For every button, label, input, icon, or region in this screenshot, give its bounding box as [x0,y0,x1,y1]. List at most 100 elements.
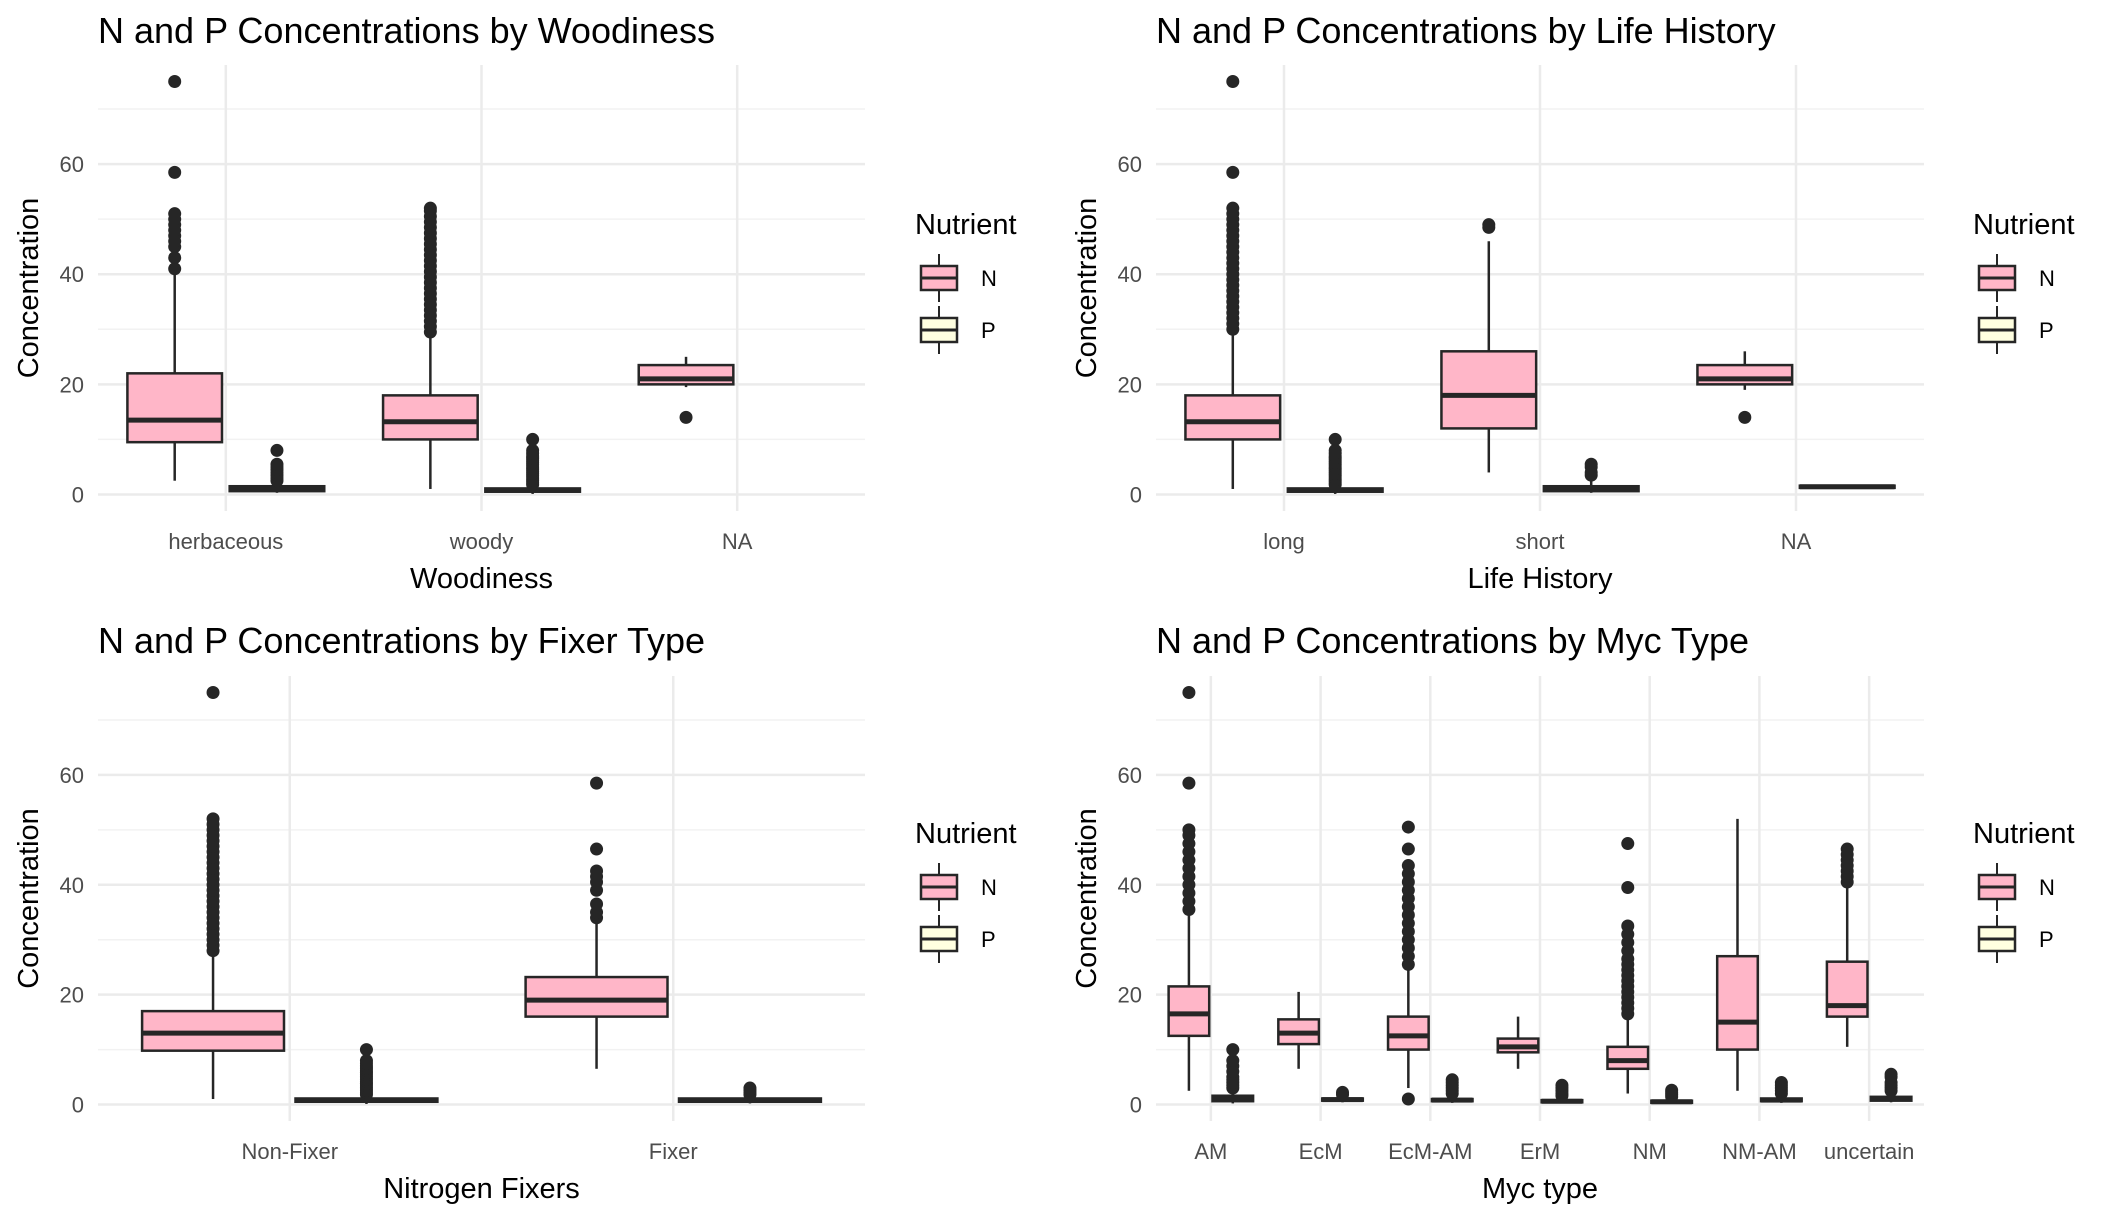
box-uncertain-N [1825,842,1869,1047]
chart-panel-4: 0 20 40 60 AM EcM EcM-AM ErM NM NM-AM uncertain N a… [1071,620,2075,1205]
chart-title: N and P Concentrations by Woodiness [98,10,715,51]
legend-title: Nutrient [1973,818,2075,850]
outlier-point [1226,1054,1240,1068]
legend-title: Nutrient [1973,209,2075,241]
chart-panel-1: 0 20 40 60 herbaceous woody NA N and P Concentr… [13,10,1017,595]
x-tick-label: Fixer [649,1139,698,1164]
x-tick-label: AM [1194,1139,1227,1164]
outlier-point [270,443,284,457]
box-ErM-N [1496,1016,1540,1069]
legend: Nutrient N P [915,818,1017,963]
x-tick-label: NM [1633,1139,1667,1164]
y-tick-label: 40 [1118,873,1142,898]
y-tick-label: 20 [60,372,84,397]
x-tick-label: Non-Fixer [241,1139,338,1164]
box-herbaceous-P [228,443,326,493]
box-body [1184,394,1282,441]
outlier-point [679,410,693,424]
outlier-point [1336,1085,1350,1099]
outlier-point [1226,1043,1240,1057]
outlier-point [168,165,182,179]
box-body [1715,954,1760,1051]
outlier-point [1328,443,1342,457]
y-tick-label: 60 [1118,152,1142,177]
outlier-point [1182,685,1196,699]
outlier-point [359,1054,373,1068]
outlier-point [1884,1067,1898,1081]
box-body [1167,985,1211,1038]
x-axis-title: Woodiness [410,563,553,595]
outlier-point [1226,165,1240,179]
outlier-point [423,201,437,215]
legend-label-P: P [2039,318,2054,343]
outlier-point [526,443,540,457]
x-tick-label: EcM-AM [1388,1139,1472,1164]
legend: Nutrient N P [1973,209,2075,354]
legend-label-N: N [2039,875,2055,900]
outlier-point [1182,776,1196,790]
box-herbaceous-N [126,75,224,481]
box-short-P [1542,457,1640,493]
box-NA-N [637,356,735,424]
chart-panel-3: 0 20 40 60 Non-Fixer Fixer N and P Concentrati… [13,620,1017,1205]
box-Non-Fixer-N [140,685,286,1100]
box-ErM-P [1540,1078,1584,1104]
y-tick-label: 40 [60,873,84,898]
box-woody-N [381,201,479,489]
box-NA-P [1798,484,1896,490]
x-tick-label: NM-AM [1722,1139,1797,1164]
outlier-point [1401,859,1415,873]
box-Fixer-P [677,1081,823,1104]
outlier-point [206,812,220,826]
y-tick-label: 20 [1118,372,1142,397]
legend: Nutrient N P [915,209,1017,354]
x-axis-title: Myc type [1482,1173,1598,1205]
outlier-point [743,1081,757,1095]
y-tick-label: 0 [72,1093,84,1118]
box-body [1825,960,1869,1018]
outlier-point [590,776,604,790]
y-tick-label: 60 [60,152,84,177]
outlier-point [590,864,604,878]
outlier-point [359,1043,373,1057]
legend-title: Nutrient [915,818,1017,850]
outlier-point [1665,1083,1679,1097]
outlier-point [168,251,182,265]
box-EcM-AM-P [1430,1073,1474,1103]
x-tick-label: short [1516,529,1565,554]
box-Non-Fixer-P [294,1043,439,1104]
x-tick-label: uncertain [1824,1139,1915,1164]
x-tick-label: herbaceous [168,529,283,554]
legend-label-N: N [2039,266,2055,291]
y-axis-title: Concentration [1071,198,1103,379]
y-tick-label: 20 [60,983,84,1008]
outlier-point [1401,1092,1415,1106]
outlier-point [1401,842,1415,856]
y-tick-label: 0 [1130,1093,1142,1118]
legend-label-P: P [981,927,996,952]
legend: Nutrient N P [1973,818,2075,963]
x-axis-title: Nitrogen Fixers [383,1173,580,1205]
outlier-point [1445,1073,1459,1087]
outlier-point [1738,410,1752,424]
outlier-point [1621,881,1635,895]
outlier-point [270,457,284,471]
box-NM-AM-N [1715,818,1760,1091]
box-NA-N [1696,351,1794,424]
outlier-point [590,842,604,856]
chart-panel-2: 0 20 40 60 long short NA N and P Concentrations… [1071,10,2075,595]
box-EcM-AM-N [1386,820,1430,1106]
outlier-point [526,432,540,446]
y-tick-label: 60 [60,763,84,788]
box-woody-P [484,432,582,494]
outlier-point [1482,218,1496,232]
outlier-point [1226,75,1240,89]
box-body [1696,363,1794,386]
legend-label-N: N [981,875,997,900]
outlier-point [1555,1078,1569,1092]
box-body [126,372,224,444]
box-Fixer-N [524,776,669,1069]
chart-title: N and P Concentrations by Fixer Type [98,620,705,661]
outlier-point [168,262,182,276]
